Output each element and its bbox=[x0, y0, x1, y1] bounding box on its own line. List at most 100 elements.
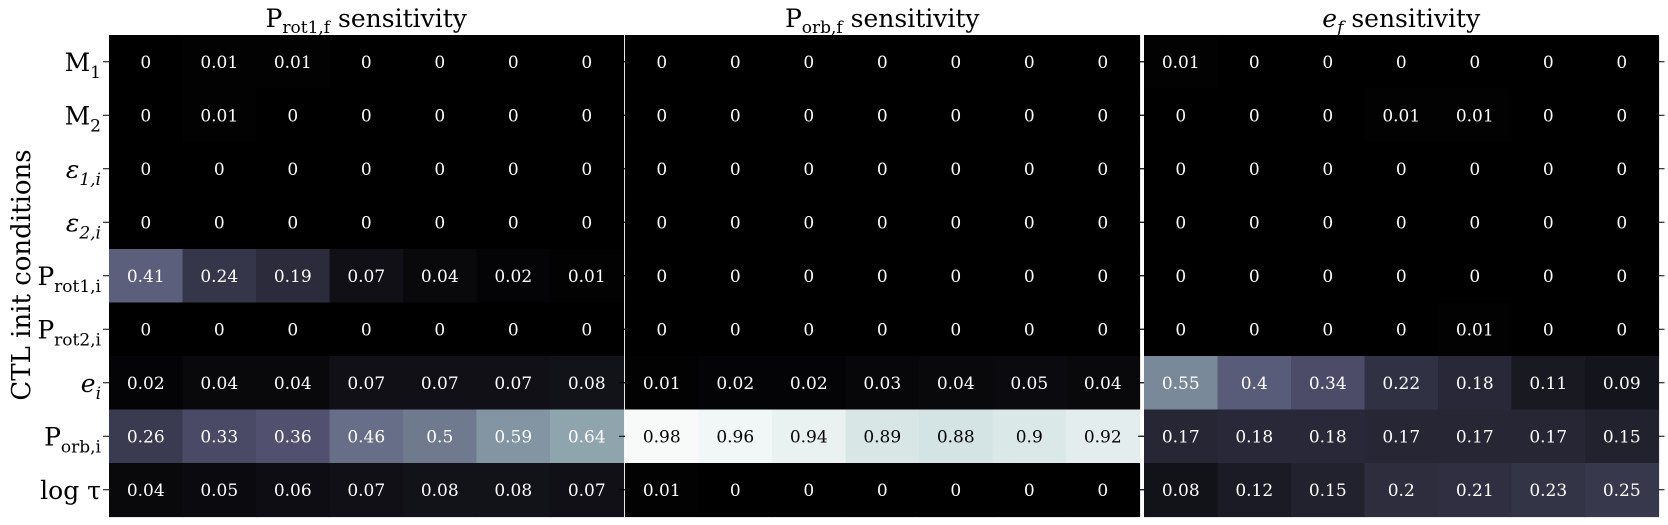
heatmap-cell bbox=[1364, 463, 1439, 518]
cell-value-label: 0 bbox=[287, 160, 298, 180]
heatmap-cell bbox=[1144, 409, 1219, 464]
heatmap-cell bbox=[256, 249, 331, 304]
cell-value-label: 0.18 bbox=[1309, 427, 1347, 447]
cell-value-label: 0 bbox=[730, 481, 741, 501]
heatmap-cell bbox=[1438, 249, 1513, 304]
cell-value-label: 0 bbox=[1616, 106, 1627, 126]
heatmap-cell bbox=[1364, 356, 1439, 411]
heatmap-cell bbox=[182, 195, 257, 250]
heatmap-cell bbox=[845, 35, 920, 90]
heatmap-cell bbox=[329, 409, 404, 464]
cell-value-label: 0.23 bbox=[1529, 481, 1567, 501]
heatmap-cell bbox=[845, 249, 920, 304]
heatmap-cell bbox=[919, 142, 994, 197]
cell-value-label: 0 bbox=[803, 53, 814, 73]
heatmap-cell bbox=[1144, 35, 1219, 90]
heatmap-cell bbox=[698, 142, 773, 197]
heatmap-cell bbox=[1217, 35, 1292, 90]
heatmap-cell bbox=[1066, 302, 1141, 357]
cell-value-label: 0.98 bbox=[643, 427, 681, 447]
heatmap-cell bbox=[1144, 463, 1219, 518]
cell-value-label: 0 bbox=[950, 53, 961, 73]
heatmap-cell bbox=[550, 302, 625, 357]
cell-value-label: 0 bbox=[950, 267, 961, 287]
heatmap-cell bbox=[772, 302, 847, 357]
cell-value-label: 0 bbox=[1322, 320, 1333, 340]
cell-value-label: 0 bbox=[803, 213, 814, 233]
heatmap-cell bbox=[625, 88, 700, 143]
cell-value-label: 0 bbox=[1249, 160, 1260, 180]
cell-value-label: 0.15 bbox=[1603, 427, 1641, 447]
cell-value-label: 0 bbox=[877, 213, 888, 233]
heatmap-cell bbox=[1291, 463, 1366, 518]
cell-value-label: 0 bbox=[1469, 160, 1480, 180]
heatmap-cell bbox=[256, 463, 331, 518]
cell-value-label: 0 bbox=[1616, 320, 1627, 340]
cell-value-label: 0 bbox=[1249, 213, 1260, 233]
panel-title: Porb,f sensitivity bbox=[785, 4, 980, 38]
heatmap-cell bbox=[329, 195, 404, 250]
heatmap-cell bbox=[1364, 35, 1439, 90]
heatmap-cell bbox=[698, 35, 773, 90]
row-labels: M1 M2 ε1,i ε2,i Prot1,i Prot2,i ei Porb,i log τ bbox=[37, 48, 101, 505]
heatmap-cell bbox=[1144, 195, 1219, 250]
heatmap-cell bbox=[1066, 195, 1141, 250]
cell-value-label: 0.18 bbox=[1456, 374, 1494, 394]
heatmap-cell bbox=[1291, 302, 1366, 357]
heatmap-cell bbox=[1291, 249, 1366, 304]
cell-value-label: 0 bbox=[877, 106, 888, 126]
heatmap-cell bbox=[329, 356, 404, 411]
cell-value-label: 0.18 bbox=[1235, 427, 1273, 447]
heatmap-cell bbox=[403, 142, 478, 197]
heatmap-cell bbox=[1438, 35, 1513, 90]
heatmap-cell bbox=[256, 409, 331, 464]
cell-value-label: 0 bbox=[877, 267, 888, 287]
heatmap-cell bbox=[772, 88, 847, 143]
heatmap-cell bbox=[476, 195, 551, 250]
cell-value-label: 0 bbox=[950, 106, 961, 126]
cell-value-label: 0 bbox=[1249, 53, 1260, 73]
heatmap-cell bbox=[919, 35, 994, 90]
heatmap-cell bbox=[845, 142, 920, 197]
cell-value-label: 0.07 bbox=[494, 374, 532, 394]
heatmap-cell bbox=[1144, 302, 1219, 357]
heatmap-cell bbox=[256, 302, 331, 357]
cell-value-label: 0.07 bbox=[347, 267, 385, 287]
heatmap-cell bbox=[476, 409, 551, 464]
cell-value-label: 0 bbox=[1322, 213, 1333, 233]
cell-value-label: 0.17 bbox=[1382, 427, 1420, 447]
row-label: ε1,i bbox=[66, 155, 101, 190]
cell-value-label: 0.19 bbox=[274, 267, 312, 287]
cell-value-label: 0.01 bbox=[568, 267, 606, 287]
heatmap-cell bbox=[1217, 409, 1292, 464]
heatmap-cell bbox=[1511, 463, 1586, 518]
heatmap-cell bbox=[1438, 463, 1513, 518]
heatmap-cell bbox=[625, 409, 700, 464]
heatmap-cell bbox=[476, 302, 551, 357]
heatmap-cell bbox=[698, 88, 773, 143]
cell-value-label: 0 bbox=[581, 160, 592, 180]
cell-value-label: 0 bbox=[950, 213, 961, 233]
heatmap-cell bbox=[256, 195, 331, 250]
cell-value-label: 0.24 bbox=[200, 267, 238, 287]
heatmap-cell bbox=[329, 88, 404, 143]
cell-value-label: 0 bbox=[361, 160, 372, 180]
cell-value-label: 0 bbox=[1024, 53, 1035, 73]
heatmap-cell bbox=[992, 356, 1067, 411]
cell-value-label: 0 bbox=[508, 213, 519, 233]
cell-value-label: 0 bbox=[1616, 213, 1627, 233]
heatmap-cell bbox=[1066, 356, 1141, 411]
heatmap-cell bbox=[1585, 409, 1660, 464]
cell-value-label: 0 bbox=[730, 106, 741, 126]
cell-value-label: 0.04 bbox=[937, 374, 975, 394]
cell-value-label: 0.64 bbox=[568, 427, 606, 447]
heatmap-cell bbox=[698, 195, 773, 250]
cell-value-label: 0.02 bbox=[127, 374, 165, 394]
cell-value-label: 0 bbox=[730, 320, 741, 340]
cell-value-label: 0 bbox=[140, 106, 151, 126]
cell-value-label: 0 bbox=[581, 53, 592, 73]
cell-value-label: 0 bbox=[287, 106, 298, 126]
cell-value-label: 0 bbox=[1249, 106, 1260, 126]
cell-value-label: 0.2 bbox=[1388, 481, 1415, 501]
cell-value-label: 0 bbox=[1024, 213, 1035, 233]
